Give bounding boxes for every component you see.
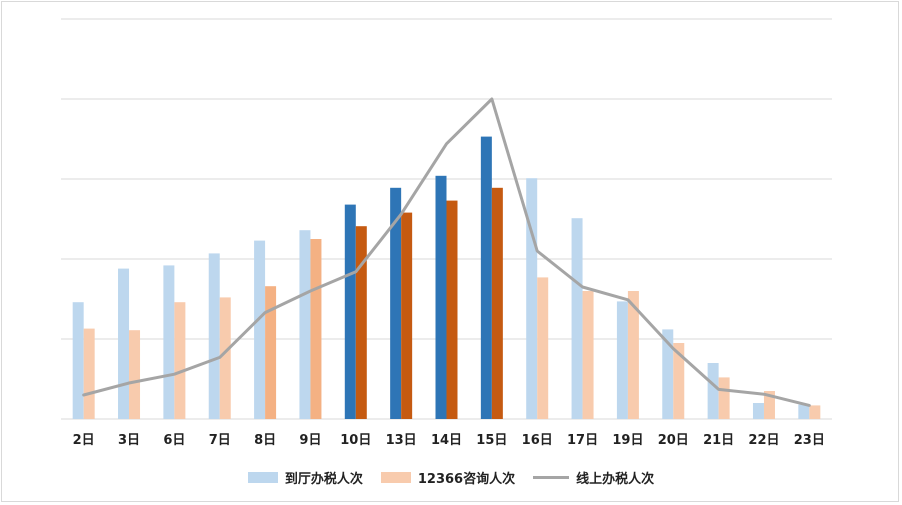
x-tick-label: 20日 (658, 433, 689, 448)
bar-hall-9 (480, 136, 492, 419)
bar-hotline-16 (809, 405, 821, 419)
bar-hotline-10 (537, 277, 549, 419)
legend-label-hotline: 12366咨询人次 (417, 471, 516, 487)
legend-item-hall: 到厅办税人次 (247, 468, 363, 487)
bar-hall-5 (299, 230, 311, 419)
bar-hotline-1 (129, 330, 141, 419)
bar-hall-7 (390, 187, 402, 419)
x-tick-label: 10日 (340, 433, 371, 448)
x-tick-label: 19日 (612, 433, 643, 448)
x-tick-label: 23日 (794, 433, 825, 448)
legend-swatch-online (533, 475, 570, 479)
x-tick-label: 16日 (522, 433, 553, 448)
legend-label-hall: 到厅办税人次 (284, 471, 363, 487)
bar-hall-11 (571, 218, 583, 419)
bar-hotline-8 (446, 200, 458, 419)
legend-item-hotline: 12366咨询人次 (380, 468, 516, 487)
bar-hotline-3 (219, 297, 231, 419)
legend-swatch-hotline (380, 471, 411, 483)
bar-hotline-12 (627, 291, 639, 419)
x-tick-label: 13日 (386, 433, 417, 448)
bar-hall-1 (118, 268, 130, 419)
x-tick-label: 14日 (431, 433, 462, 448)
x-tick-label: 8日 (254, 433, 276, 448)
bar-hotline-5 (310, 239, 322, 419)
bar-hall-13 (662, 329, 674, 419)
x-tick-label: 15日 (476, 433, 507, 448)
bar-hall-4 (254, 240, 266, 419)
bar-hall-16 (798, 404, 810, 419)
x-tick-label: 9日 (299, 433, 321, 448)
x-tick-label: 21日 (703, 433, 734, 448)
bar-hotline-7 (401, 212, 413, 419)
bar-hall-10 (526, 178, 538, 419)
line-online (82, 97, 811, 407)
bar-hotline-9 (491, 187, 503, 419)
bar-hotline-13 (673, 343, 685, 419)
x-tick-label: 17日 (567, 433, 598, 448)
bar-hall-3 (208, 253, 220, 419)
bar-hotline-4 (265, 286, 277, 419)
x-tick-label: 7日 (209, 433, 231, 448)
bar-hotline-11 (582, 291, 594, 419)
bar-hotline-15 (763, 391, 775, 419)
bar-hall-14 (707, 363, 719, 419)
x-tick-label: 22日 (748, 433, 779, 448)
bar-hotline-6 (355, 226, 367, 419)
bar-hall-15 (752, 403, 764, 419)
legend-label-online: 线上办税人次 (576, 471, 655, 487)
legend-item-online: 线上办税人次 (533, 468, 654, 487)
bar-hall-2 (163, 265, 175, 419)
x-tick-label: 6日 (163, 433, 185, 448)
bar-hall-6 (344, 204, 356, 419)
chart-legend: 到厅办税人次 12366咨询人次 线上办税人次 (0, 466, 902, 488)
bar-hall-0 (72, 302, 84, 419)
bar-hotline-14 (718, 377, 730, 419)
bar-hall-8 (435, 175, 447, 419)
bar-hotline-2 (174, 302, 186, 419)
x-tick-label: 2日 (73, 433, 95, 448)
x-tick-label: 3日 (118, 433, 140, 448)
bar-hall-12 (616, 301, 628, 419)
legend-swatch-hall (247, 471, 278, 483)
bar-hotline-0 (83, 328, 95, 419)
